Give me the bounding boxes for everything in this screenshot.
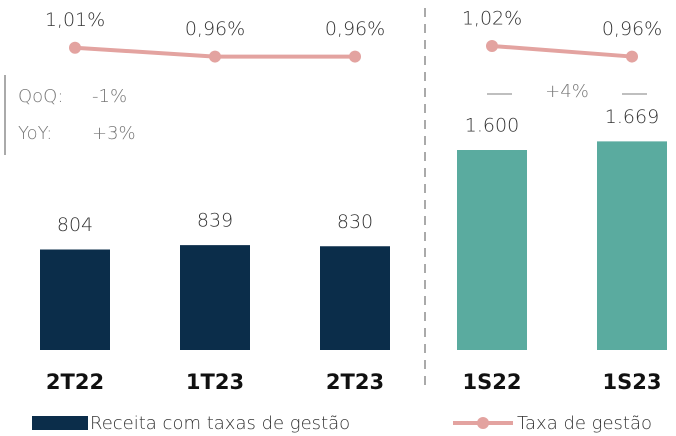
x-tick-label: 1S23	[603, 370, 662, 394]
data-label: 839	[197, 210, 233, 232]
annotation: +4%	[545, 81, 589, 102]
data-label: 804	[57, 214, 93, 236]
legend-swatch	[32, 416, 88, 430]
bar	[597, 141, 667, 350]
line-point	[486, 39, 498, 52]
line-point	[69, 41, 81, 54]
data-label: 1.600	[465, 115, 519, 137]
data-label: 1,01%	[45, 9, 105, 31]
data-label: 830	[337, 211, 373, 233]
bar	[320, 246, 390, 350]
legend-label: Taxa de gestão	[517, 413, 652, 434]
data-label: 0,96%	[185, 18, 245, 40]
bar	[40, 249, 110, 350]
x-tick-label: 2T22	[46, 370, 104, 394]
data-label: 1.669	[605, 106, 659, 128]
legend-label: Receita com taxas de gestão	[90, 413, 350, 434]
annotation: QoQ:	[18, 86, 63, 107]
bar	[457, 150, 527, 350]
line-point	[209, 50, 221, 63]
x-tick-label: 2T23	[326, 370, 384, 394]
annotation: +3%	[92, 123, 136, 144]
legend-swatch	[477, 417, 489, 429]
line	[491, 43, 633, 59]
annotation: YoY:	[18, 123, 52, 144]
annotation: -1%	[92, 86, 127, 107]
data-label: 0,96%	[325, 18, 385, 40]
bar	[180, 245, 250, 350]
line-point	[349, 50, 361, 63]
data-label: 1,02%	[462, 7, 522, 29]
line-point	[626, 50, 638, 63]
x-tick-label: 1T23	[186, 370, 244, 394]
data-label: 0,96%	[602, 18, 662, 40]
x-tick-label: 1S22	[463, 370, 522, 394]
